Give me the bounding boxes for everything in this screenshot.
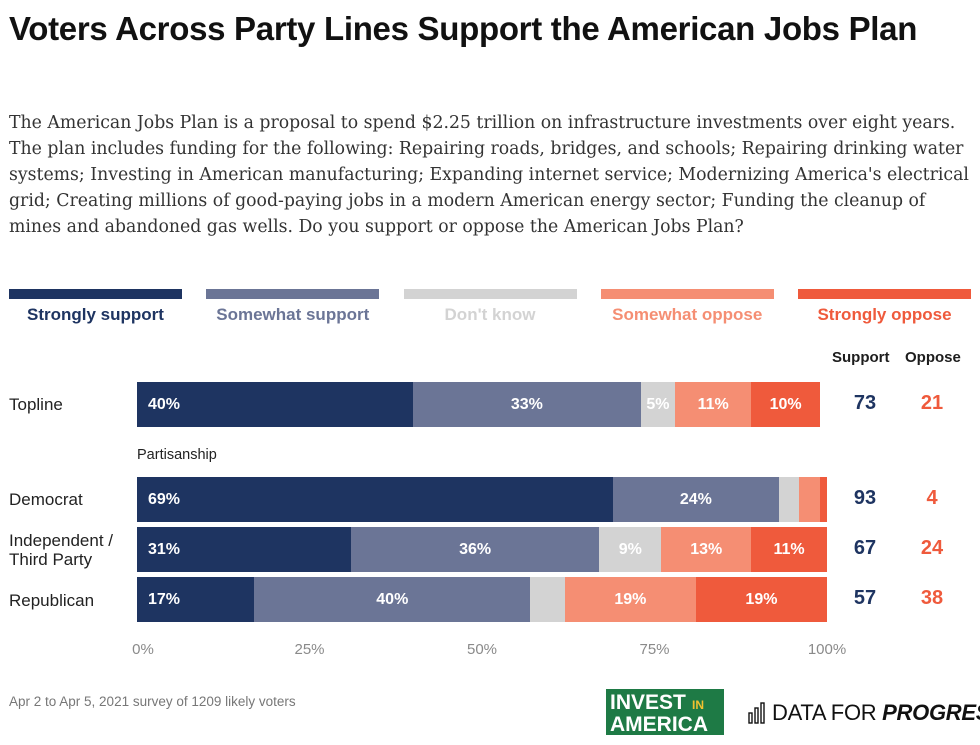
row-label-democrat: Democrat	[9, 490, 83, 509]
chart-title: Voters Across Party Lines Support the Am…	[9, 10, 918, 47]
x-tick-label: 50%	[466, 641, 498, 658]
bar-chart-icon	[748, 702, 765, 724]
bar-segment-don-t-know: 9%	[599, 527, 662, 572]
bar-segment-somewhat-support: 24%	[613, 477, 779, 522]
support-total: 93	[853, 487, 877, 509]
legend-item-strongly-oppose: Strongly oppose	[798, 289, 971, 329]
bar-segment-don-t-know	[530, 577, 565, 622]
legend-label-strongly-support: Strongly support	[27, 305, 164, 324]
row-label-republican: Republican	[9, 591, 95, 610]
legend-label-don-t-know: Don't know	[444, 305, 536, 324]
bar-segment-strongly-oppose: 11%	[751, 527, 827, 572]
x-tick-label: 0%	[132, 641, 154, 658]
bar-segment-somewhat-oppose: 13%	[661, 527, 752, 572]
legend-item-strongly-support: Strongly support	[9, 289, 182, 329]
bar-segment-somewhat-support: 40%	[254, 577, 531, 622]
oppose-total: 24	[920, 537, 944, 559]
legend-swatch-somewhat-support	[206, 289, 380, 299]
support-total: 67	[853, 537, 877, 559]
x-tick-label: 75%	[639, 641, 670, 658]
oppose-total: 21	[920, 392, 944, 414]
bar-segment-don-t-know	[778, 477, 800, 522]
support-total: 73	[853, 392, 877, 414]
oppose-total: 38	[920, 587, 944, 609]
bar-segment-somewhat-support: 36%	[350, 527, 600, 572]
legend-label-somewhat-oppose: Somewhat oppose	[612, 305, 763, 324]
bar-segment-strongly-support: 17%	[137, 577, 255, 622]
dfp-wordmark-plain: DATA FOR	[772, 700, 883, 725]
logo-in-text: IN	[692, 698, 704, 712]
dfp-wordmark-bold: PROGRESS	[882, 700, 980, 725]
bar-segment-somewhat-oppose: 19%	[564, 577, 696, 622]
bar-row-democrat: 69% 24%	[137, 477, 827, 522]
legend-swatch-strongly-oppose	[798, 289, 971, 299]
survey-footnote: Apr 2 to Apr 5, 2021 survey of 1209 like…	[9, 694, 296, 709]
support-total: 57	[853, 587, 877, 609]
legend-label-somewhat-support: Somewhat support	[216, 305, 370, 324]
legend-item-somewhat-support: Somewhat support	[206, 289, 380, 329]
bar-segment-somewhat-oppose	[799, 477, 821, 522]
legend: Strongly support Somewhat support Don't kn…	[9, 289, 971, 329]
legend-swatch-strongly-support	[9, 289, 182, 299]
bar-segment-strongly-oppose: 19%	[695, 577, 827, 622]
invest-in-america-logo: INVEST IN AMERICA	[606, 689, 724, 736]
logo-america-text: AMERICA	[610, 713, 708, 736]
dfp-wordmark: DATA FOR PROGRESS	[772, 700, 980, 726]
oppose-total: 4	[926, 487, 938, 509]
legend-swatch-somewhat-oppose	[600, 289, 774, 299]
bar-segment-strongly-support: 40%	[137, 382, 413, 427]
x-tick-label: 100%	[807, 641, 847, 658]
legend-item-somewhat-oppose: Somewhat oppose	[600, 289, 774, 329]
legend-swatch-don-t-know	[403, 289, 577, 299]
logo-invest-text: INVEST	[610, 691, 686, 714]
oppose-column-header: Oppose	[905, 349, 961, 366]
bar-segment-strongly-support: 69%	[137, 477, 614, 522]
x-tick-label: 25%	[294, 641, 325, 658]
bar-segment-somewhat-support: 33%	[413, 382, 641, 427]
legend-item-don-t-know: Don't know	[403, 289, 577, 329]
row-label-independent: Independent / Third Party	[9, 531, 113, 569]
chart-subtitle: The American Jobs Plan is a proposal to …	[9, 113, 969, 237]
support-column-header: Support	[832, 349, 890, 366]
bar-row-topline: 40% 33% 5% 11% 10%	[137, 382, 827, 427]
bar-segment-somewhat-oppose: 11%	[675, 382, 752, 427]
group-label-partisanship: Partisanship	[137, 447, 217, 463]
bar-segment-strongly-oppose	[820, 477, 827, 522]
bar-row-republican: 17% 40% 19% 19%	[137, 577, 827, 622]
bar-segment-don-t-know: 5%	[640, 382, 676, 427]
row-label-topline: Topline	[9, 395, 63, 414]
bar-row-independent-third-party: 31% 36% 9% 13% 11%	[137, 527, 827, 572]
bar-segment-strongly-support: 31%	[137, 527, 351, 572]
data-for-progress-logo: DATA FOR PROGRESS	[748, 700, 980, 726]
legend-label-strongly-oppose: Strongly oppose	[817, 305, 952, 324]
bar-segment-strongly-oppose: 10%	[751, 382, 821, 427]
